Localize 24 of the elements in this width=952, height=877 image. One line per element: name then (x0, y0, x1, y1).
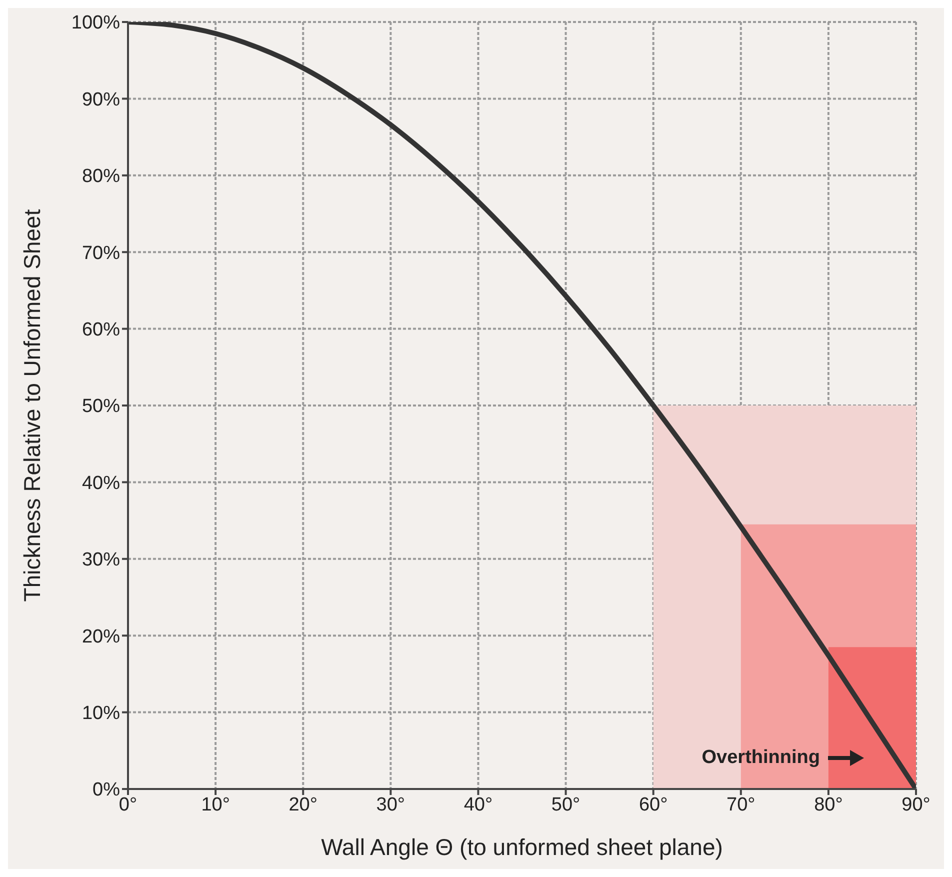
x-tick-label: 90° (902, 794, 930, 816)
x-tick-label: 50° (551, 794, 580, 816)
y-tick-label: 50% (82, 396, 120, 418)
y-tick-label: 60% (82, 320, 120, 341)
y-tick-label: 90% (82, 89, 120, 110)
y-tick-label: 100% (71, 12, 120, 34)
x-axis-title: Wall Angle Θ (to unformed sheet plane) (321, 834, 723, 860)
x-tick-label: 30° (376, 794, 406, 816)
x-tick-label: 60° (638, 794, 668, 816)
x-tick-label: 20° (288, 794, 318, 816)
y-tick-label: 80% (82, 166, 120, 188)
y-tick-label: 20% (82, 626, 120, 648)
y-tick-label: 30% (82, 550, 120, 571)
x-tick-label: 10° (201, 794, 230, 816)
x-tick-label: 80° (814, 794, 843, 816)
y-tick-label: 40% (82, 472, 120, 494)
y-tick-label: 10% (82, 703, 120, 724)
x-tick-label: 40° (464, 794, 493, 816)
y-tick-label: 0% (92, 780, 120, 801)
x-tick-label: 0° (118, 794, 138, 816)
annotation: Overthinning (702, 747, 820, 769)
y-tick-label: 70% (82, 242, 120, 264)
y-axis-title: Thickness Relative to Unformed Sheet (19, 208, 46, 602)
x-tick-label: 70° (726, 794, 756, 816)
